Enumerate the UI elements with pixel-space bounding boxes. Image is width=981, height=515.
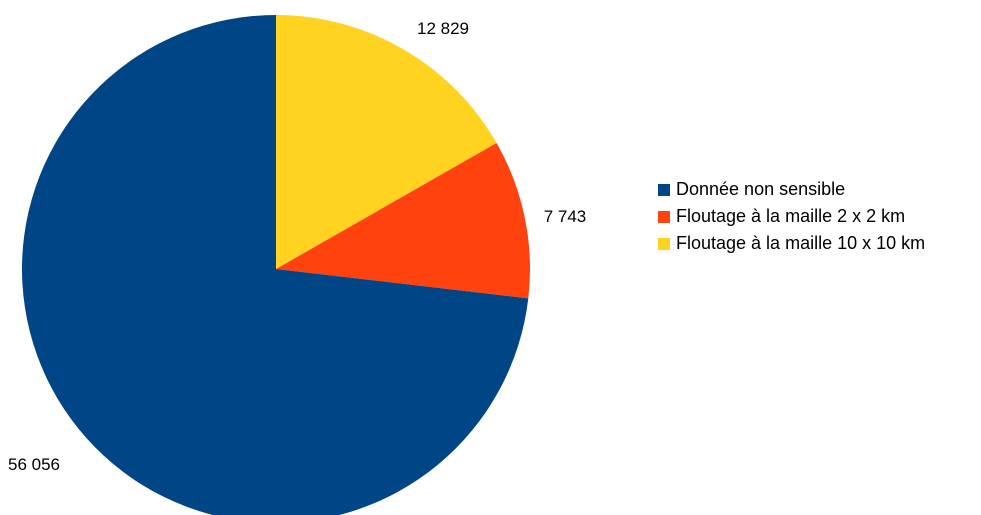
data-label-donnee-non-sensible: 56 056 xyxy=(8,455,60,474)
legend-label-floutage-2x2: Floutage à la maille 2 x 2 km xyxy=(676,206,906,226)
pie-slices xyxy=(21,15,530,515)
pie-slice-floutage-a-la-maille-2-x-2-km xyxy=(276,143,530,299)
data-label-floutage-a-la-maille-10-x-10-km: 12 829 xyxy=(417,19,469,38)
legend-swatch-floutage-10x10 xyxy=(658,238,670,250)
pie-slice-floutage-a-la-maille-10-x-10-km xyxy=(276,15,497,269)
legend: Donnée non sensible Floutage à la maille… xyxy=(658,178,978,259)
legend-swatch-donnee-non-sensible xyxy=(658,184,670,196)
legend-label-donnee-non-sensible: Donnée non sensible xyxy=(676,179,846,199)
legend-swatch-floutage-2x2 xyxy=(658,211,670,223)
pie-slice-donnee-non-sensible xyxy=(21,15,529,515)
legend-label-floutage-10x10: Floutage à la maille 10 x 10 km xyxy=(676,233,926,253)
data-label-floutage-a-la-maille-2-x-2-km: 7 743 xyxy=(544,207,587,226)
legend-item-floutage-2x2: Floutage à la maille 2 x 2 km xyxy=(658,205,978,228)
legend-item-floutage-10x10: Floutage à la maille 10 x 10 km xyxy=(658,232,978,255)
legend-item-donnee-non-sensible: Donnée non sensible xyxy=(658,178,978,201)
pie-data-labels: 12 829 7 743 56 056 xyxy=(8,19,586,474)
